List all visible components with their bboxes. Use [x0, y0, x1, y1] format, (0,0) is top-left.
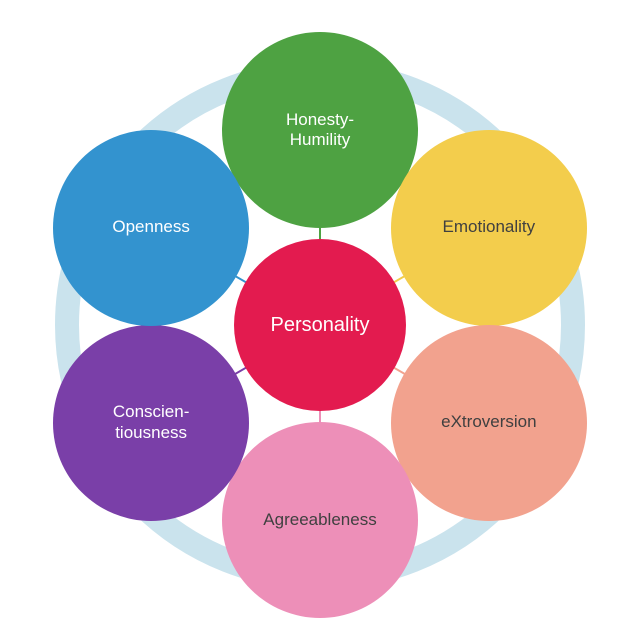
trait-node: Conscien- tiousness: [53, 325, 249, 521]
trait-node: Emotionality: [391, 130, 587, 326]
trait-node: Openness: [53, 130, 249, 326]
trait-label: eXtroversion: [433, 412, 544, 432]
hub-label: Personality: [263, 313, 378, 337]
trait-label: Agreeableness: [255, 510, 384, 530]
trait-node: eXtroversion: [391, 325, 587, 521]
hexaco-diagram: Honesty- Humility Emotionality eXtroversio…: [0, 0, 640, 640]
trait-label: Openness: [104, 217, 198, 237]
hub-node: Personality: [234, 239, 406, 411]
trait-node: Agreeableness: [222, 422, 418, 618]
trait-label: Honesty- Humility: [278, 110, 362, 151]
trait-label: Conscien- tiousness: [105, 402, 198, 443]
trait-label: Emotionality: [435, 217, 544, 237]
trait-node: Honesty- Humility: [222, 32, 418, 228]
